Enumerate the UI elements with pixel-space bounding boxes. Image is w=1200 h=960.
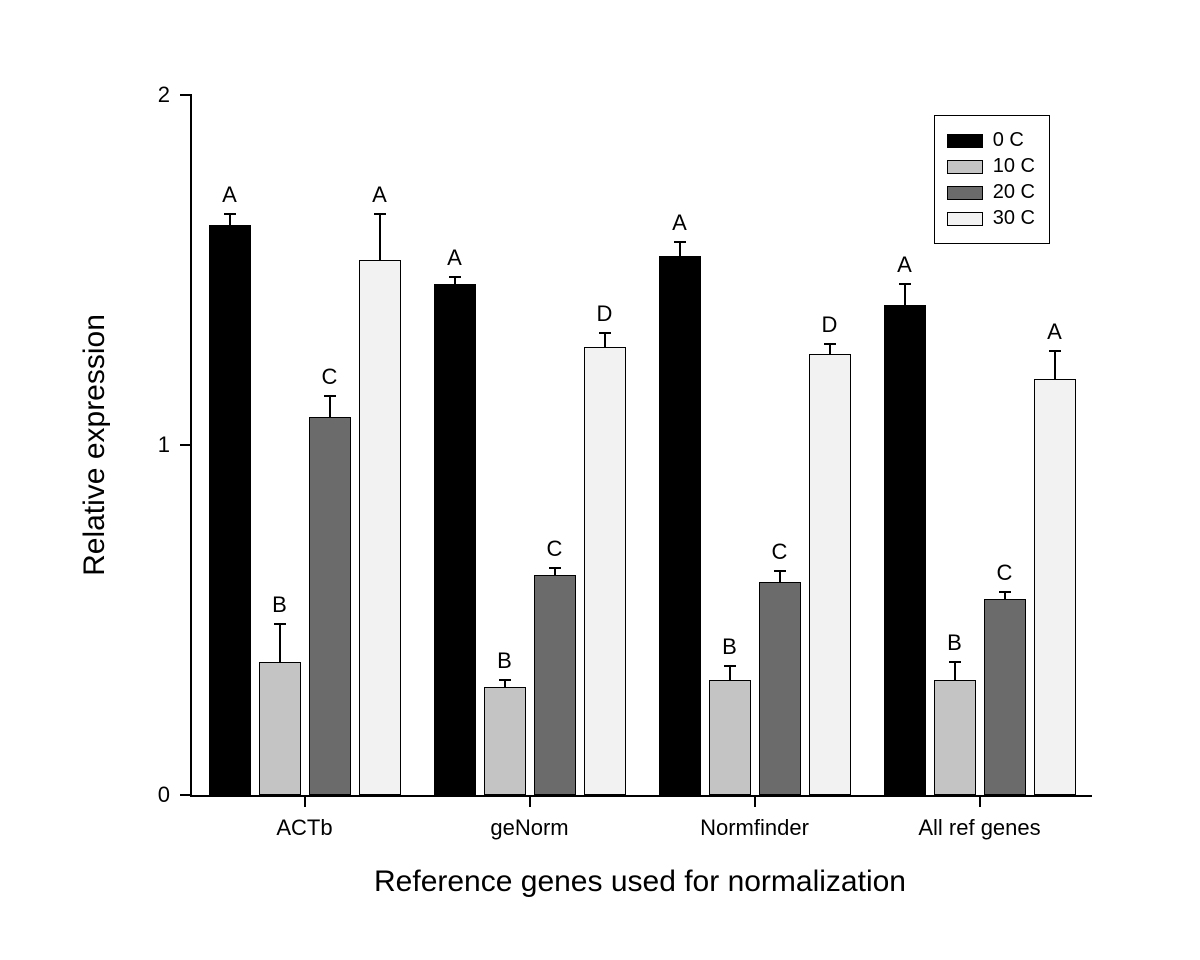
bar xyxy=(434,284,476,795)
bar-sig-letter: A xyxy=(447,245,462,271)
legend-swatch xyxy=(947,212,983,226)
y-tick xyxy=(180,794,192,796)
bar xyxy=(709,680,751,796)
x-tick-label: Normfinder xyxy=(700,815,809,841)
bar xyxy=(884,305,926,795)
bar-sig-letter: C xyxy=(547,536,563,562)
bar-sig-letter: A xyxy=(372,182,387,208)
bar xyxy=(809,354,851,795)
bar-sig-letter: D xyxy=(822,312,838,338)
bar xyxy=(934,680,976,796)
x-axis-label: Reference genes used for normalization xyxy=(374,865,906,899)
bar xyxy=(984,599,1026,795)
bar-sig-letter: D xyxy=(597,301,613,327)
bar xyxy=(534,575,576,796)
x-tick xyxy=(979,795,981,807)
bar-sig-letter: B xyxy=(272,592,287,618)
legend: 0 C 10 C 20 C 30 C xyxy=(934,115,1050,244)
bar-sig-letter: C xyxy=(997,560,1013,586)
y-tick-label: 0 xyxy=(130,782,170,808)
legend-label: 20 C xyxy=(993,181,1035,204)
x-tick xyxy=(754,795,756,807)
x-tick-label: ACTb xyxy=(276,815,332,841)
bar-sig-letter: B xyxy=(497,648,512,674)
bar-sig-letter: C xyxy=(772,539,788,565)
bar-sig-letter: B xyxy=(947,630,962,656)
x-tick-label: All ref genes xyxy=(918,815,1040,841)
bar-chart: 0 1 2 ACTb A B C AgeNorm A B C D Normfinder A B C D All r… xyxy=(0,0,1200,960)
x-tick xyxy=(529,795,531,807)
legend-item: 20 C xyxy=(947,181,1035,204)
legend-swatch xyxy=(947,186,983,200)
bar xyxy=(484,687,526,796)
legend-item: 10 C xyxy=(947,155,1035,178)
bar-sig-letter: C xyxy=(322,364,338,390)
bar xyxy=(309,417,351,795)
bar xyxy=(259,662,301,795)
y-axis-label: Relative expression xyxy=(78,314,112,576)
legend-label: 10 C xyxy=(993,155,1035,178)
legend-item: 30 C xyxy=(947,207,1035,230)
bar-sig-letter: A xyxy=(897,252,912,278)
bar xyxy=(759,582,801,796)
bar-sig-letter: A xyxy=(1047,319,1062,345)
bar-sig-letter: B xyxy=(722,634,737,660)
legend-swatch xyxy=(947,160,983,174)
legend-item: 0 C xyxy=(947,129,1035,152)
bar xyxy=(659,256,701,795)
bar xyxy=(359,260,401,796)
x-tick xyxy=(304,795,306,807)
legend-swatch xyxy=(947,134,983,148)
bar xyxy=(584,347,626,795)
bar-sig-letter: A xyxy=(222,182,237,208)
y-tick-label: 2 xyxy=(130,82,170,108)
y-tick-label: 1 xyxy=(130,432,170,458)
bar xyxy=(209,225,251,796)
y-tick xyxy=(180,444,192,446)
bar-sig-letter: A xyxy=(672,210,687,236)
legend-label: 30 C xyxy=(993,207,1035,230)
x-tick-label: geNorm xyxy=(490,815,568,841)
legend-label: 0 C xyxy=(993,129,1024,152)
y-tick xyxy=(180,94,192,96)
bar xyxy=(1034,379,1076,796)
